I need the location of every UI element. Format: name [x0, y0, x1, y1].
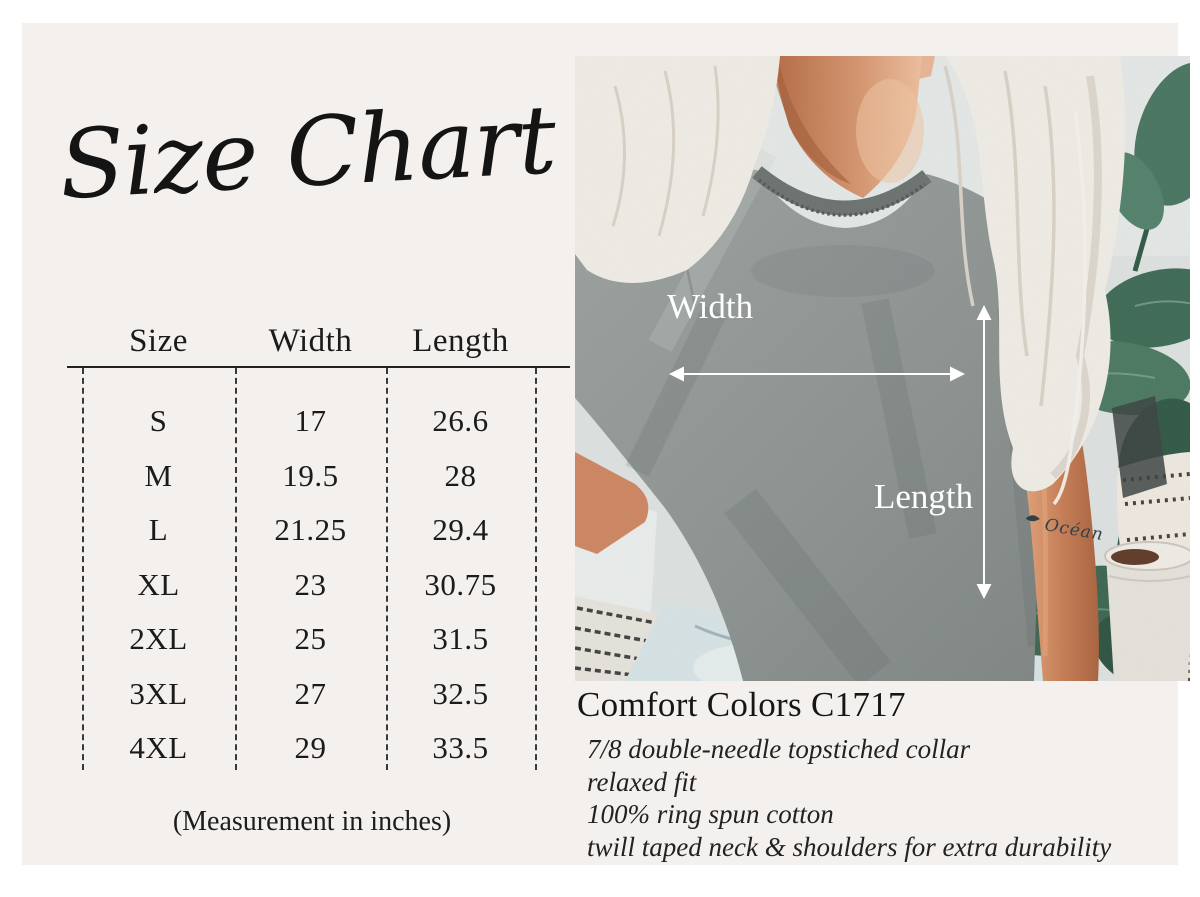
length-cell: 28	[444, 457, 477, 493]
table-row: 3XL 27 32.5	[82, 667, 572, 722]
size-cell: S	[149, 403, 168, 439]
product-photo: Océan Width Length	[575, 56, 1190, 681]
table-vertical-rule	[535, 368, 537, 770]
product-features: 7/8 double-needle topstiched collar rela…	[577, 733, 1200, 863]
size-cell: 2XL	[129, 621, 188, 657]
sheet-background: Size Chart Size Width Length S 17 26.6 M…	[22, 23, 1190, 865]
width-cell: 23	[294, 566, 327, 602]
size-cell: 4XL	[129, 730, 188, 766]
size-cell: XL	[137, 566, 180, 602]
length-cell: 30.75	[424, 566, 497, 602]
table-row: S 17 26.6	[82, 394, 572, 449]
length-cell: 33.5	[432, 730, 489, 766]
product-name: Comfort Colors C1717	[577, 685, 906, 724]
length-cell: 32.5	[432, 675, 489, 711]
measurement-annotations: Width Length	[667, 287, 992, 599]
table-row: L 21.25 29.4	[82, 503, 572, 558]
width-cell: 21.25	[274, 512, 347, 548]
feature-item: 100% ring spun cotton	[587, 799, 834, 829]
feature-item: relaxed fit	[587, 766, 697, 797]
width-annotation-label: Width	[667, 287, 754, 326]
length-annotation-label: Length	[874, 477, 974, 516]
column-header-length: Length	[412, 323, 509, 359]
table-vertical-rule	[235, 368, 237, 770]
page-title: Size Chart	[56, 85, 558, 221]
product-info: Comfort Colors C1717 7/8 double-needle t…	[577, 683, 1200, 863]
width-cell: 29	[294, 730, 327, 766]
table-body: S 17 26.6 M 19.5 28 L 21.25 29.4 XL 23 3…	[67, 368, 572, 776]
table-header-row: Size Width Length	[67, 308, 572, 366]
length-cell: 31.5	[432, 621, 489, 657]
feature-item: 7/8 double-needle topstiched collar	[587, 734, 971, 764]
length-cell: 29.4	[432, 512, 489, 548]
size-table: Size Width Length S 17 26.6 M 19.5 28 L …	[67, 308, 572, 838]
size-cell: M	[144, 457, 173, 493]
measurement-note: (Measurement in inches)	[172, 805, 452, 837]
size-cell: 3XL	[129, 675, 188, 711]
length-cell: 26.6	[432, 403, 489, 439]
table-row: XL 23 30.75	[82, 558, 572, 613]
table-header-rule	[67, 366, 570, 368]
table-row: 4XL 29 33.5	[82, 721, 572, 776]
width-cell: 25	[294, 621, 327, 657]
feature-item: twill taped neck & shoulders for extra d…	[587, 831, 1112, 862]
width-cell: 27	[294, 675, 327, 711]
photo-grain-overlay	[575, 56, 1190, 681]
width-cell: 19.5	[282, 457, 339, 493]
table-row: M 19.5 28	[82, 449, 572, 504]
size-cell: L	[148, 512, 169, 548]
table-vertical-rule	[82, 368, 84, 770]
column-header-width: Width	[268, 323, 353, 359]
column-header-size: Size	[129, 323, 188, 359]
table-row: 2XL 25 31.5	[82, 612, 572, 667]
width-cell: 17	[294, 403, 327, 439]
table-vertical-rule	[386, 368, 388, 770]
